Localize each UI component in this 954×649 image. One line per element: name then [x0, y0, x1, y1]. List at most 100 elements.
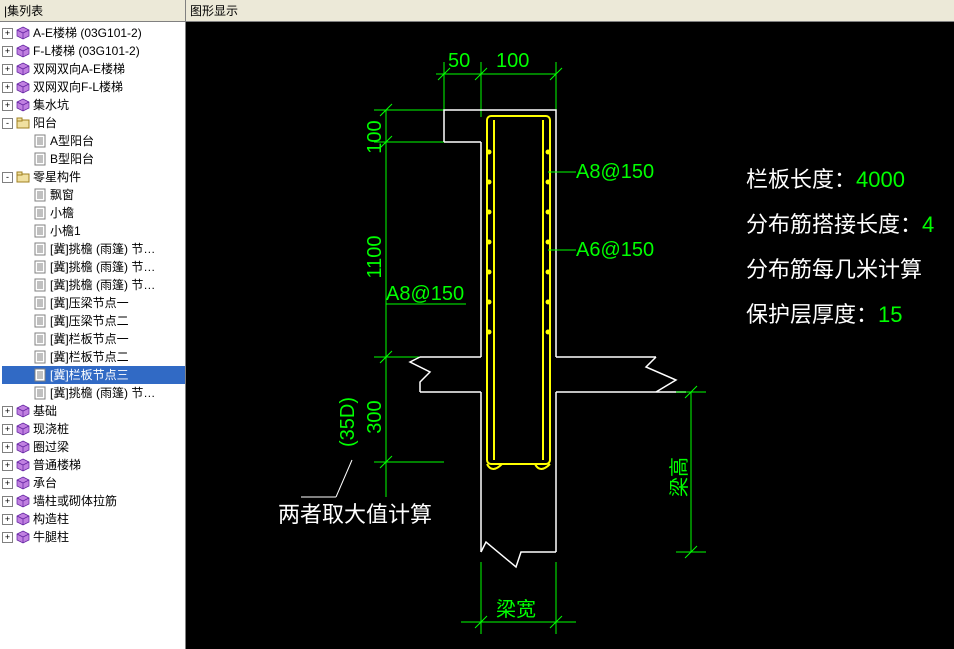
tree-item-label: A-E楼梯 (03G101-2)	[33, 24, 142, 42]
param-1-value: 4	[922, 212, 934, 237]
tree-item[interactable]: [冀]挑檐 (雨篷) 节…	[2, 276, 185, 294]
expander-icon[interactable]: +	[2, 514, 13, 525]
dim-h-35d: (35D)	[337, 397, 359, 447]
tree-item[interactable]: + 集水坑	[2, 96, 185, 114]
tree-item[interactable]: +圈过梁	[2, 438, 185, 456]
tree-item[interactable]: 飘窗	[2, 186, 185, 204]
cube-icon	[16, 458, 30, 472]
tree-item[interactable]: - 阳台	[2, 114, 185, 132]
component-tree[interactable]: + A-E楼梯 (03G101-2)+F-L楼梯 (03G101-2)+双网双向A…	[0, 22, 185, 649]
expander-icon[interactable]: +	[2, 406, 13, 417]
tree-item[interactable]: [冀]栏板节点二	[2, 348, 185, 366]
cube-icon	[16, 440, 30, 454]
tree-item-label: [冀]挑檐 (雨篷) 节…	[50, 258, 155, 276]
tree-item-label: 牛腿柱	[33, 528, 69, 546]
tree-item-label: 构造柱	[33, 510, 69, 528]
folder-icon	[16, 170, 30, 184]
doc-icon	[33, 188, 47, 202]
dim-beam-width: 梁宽	[496, 598, 536, 621]
tree-item-label: 现浇桩	[33, 420, 69, 438]
dim-top-50: 50	[448, 50, 470, 72]
tree-item[interactable]: +普通楼梯	[2, 456, 185, 474]
tree-item[interactable]: B型阳台	[2, 150, 185, 168]
tree-item[interactable]: + 现浇桩	[2, 420, 185, 438]
doc-icon	[33, 296, 47, 310]
rebar-a6: A6@150	[576, 239, 654, 261]
tree-item[interactable]: 小檐	[2, 204, 185, 222]
doc-icon	[33, 224, 47, 238]
tree-item[interactable]: -零星构件	[2, 168, 185, 186]
rebar-a8-left: A8@150	[386, 283, 464, 305]
expander-icon[interactable]: +	[2, 442, 13, 453]
cube-icon	[16, 26, 30, 40]
tree-item-label: [冀]挑檐 (雨篷) 节…	[50, 240, 155, 258]
tree-item[interactable]: [冀]挑檐 (雨篷) 节…	[2, 384, 185, 402]
tree-item[interactable]: +双网双向A-E楼梯	[2, 60, 185, 78]
expander-icon[interactable]: +	[2, 460, 13, 471]
tree-item[interactable]: [冀]挑檐 (雨篷) 节…	[2, 240, 185, 258]
tree-item[interactable]: + 双网双向F-L楼梯	[2, 78, 185, 96]
expander-icon[interactable]: +	[2, 28, 13, 39]
doc-icon	[33, 278, 47, 292]
param-0-value: 4000	[856, 167, 905, 192]
drawing-canvas[interactable]: 50 100 100 1100 300 (35D)	[186, 22, 954, 649]
expander-spacer	[19, 334, 30, 345]
expander-icon[interactable]: +	[2, 532, 13, 543]
tree-item[interactable]: [冀]栏板节点一	[2, 330, 185, 348]
cube-icon	[16, 44, 30, 58]
expander-spacer	[19, 226, 30, 237]
tree-item[interactable]: 小檐1	[2, 222, 185, 240]
sidebar: |集列表 +A-E楼梯 (03G101-2)+F-L楼梯 (03G101-2)+…	[0, 0, 186, 649]
tree-item-label: 集水坑	[33, 96, 69, 114]
dim-h-100: 100	[364, 120, 386, 153]
drawing-svg: 50 100 100 1100 300 (35D)	[186, 22, 954, 649]
svg-text:栏板长度：4000: 栏板长度：4000	[746, 167, 905, 192]
expander-icon[interactable]: +	[2, 46, 13, 57]
tree-item[interactable]: [冀]压梁节点二	[2, 312, 185, 330]
tree-item-label: 承台	[33, 474, 57, 492]
expander-spacer	[19, 298, 30, 309]
tree-item[interactable]: [冀]压梁节点一	[2, 294, 185, 312]
rebar-a8-right: A8@150	[576, 161, 654, 183]
tree-item[interactable]: + 构造柱	[2, 510, 185, 528]
expander-icon[interactable]: +	[2, 100, 13, 111]
tree-item-label: [冀]挑檐 (雨篷) 节…	[50, 276, 155, 294]
svg-text:保护层厚度：15: 保护层厚度：15	[746, 302, 903, 327]
expander-icon[interactable]: -	[2, 172, 13, 183]
dim-h-300: 300	[364, 400, 386, 433]
doc-icon	[33, 152, 47, 166]
expander-icon[interactable]: +	[2, 64, 13, 75]
tree-item-label: 飘窗	[50, 186, 74, 204]
doc-icon	[33, 314, 47, 328]
expander-icon[interactable]: +	[2, 496, 13, 507]
tree-item[interactable]: +基础	[2, 402, 185, 420]
param-block: 栏板长度：4000 分布筋搭接长度：4 分布筋每几米计算 保护层厚度：15	[746, 167, 934, 327]
tree-item[interactable]: +F-L楼梯 (03G101-2)	[2, 42, 185, 60]
tree-item[interactable]: [冀]挑檐 (雨篷) 节…	[2, 258, 185, 276]
tree-item-label: 阳台	[33, 114, 57, 132]
svg-text:分布筋每几米计算: 分布筋每几米计算	[746, 257, 922, 282]
expander-icon[interactable]: +	[2, 478, 13, 489]
tree-item-label: B型阳台	[50, 150, 94, 168]
tree-item[interactable]: [冀]栏板节点三	[2, 366, 185, 384]
param-3-label: 保护层厚度：	[746, 302, 878, 327]
tree-item[interactable]: + 牛腿柱	[2, 528, 185, 546]
doc-icon	[33, 260, 47, 274]
expander-spacer	[19, 352, 30, 363]
tree-item[interactable]: + 承台	[2, 474, 185, 492]
expander-icon[interactable]: -	[2, 118, 13, 129]
expander-spacer	[19, 388, 30, 399]
tree-item[interactable]: A型阳台	[2, 132, 185, 150]
main-title: 图形显示	[186, 0, 954, 22]
expander-spacer	[19, 190, 30, 201]
cube-icon	[16, 422, 30, 436]
tree-item-label: 双网双向F-L楼梯	[33, 78, 123, 96]
expander-spacer	[19, 244, 30, 255]
expander-icon[interactable]: +	[2, 424, 13, 435]
expander-icon[interactable]: +	[2, 82, 13, 93]
cube-icon	[16, 404, 30, 418]
tree-item-label: [冀]栏板节点一	[50, 330, 129, 348]
doc-icon	[33, 386, 47, 400]
tree-item[interactable]: + A-E楼梯 (03G101-2)	[2, 24, 185, 42]
tree-item[interactable]: +墙柱或砌体拉筋	[2, 492, 185, 510]
